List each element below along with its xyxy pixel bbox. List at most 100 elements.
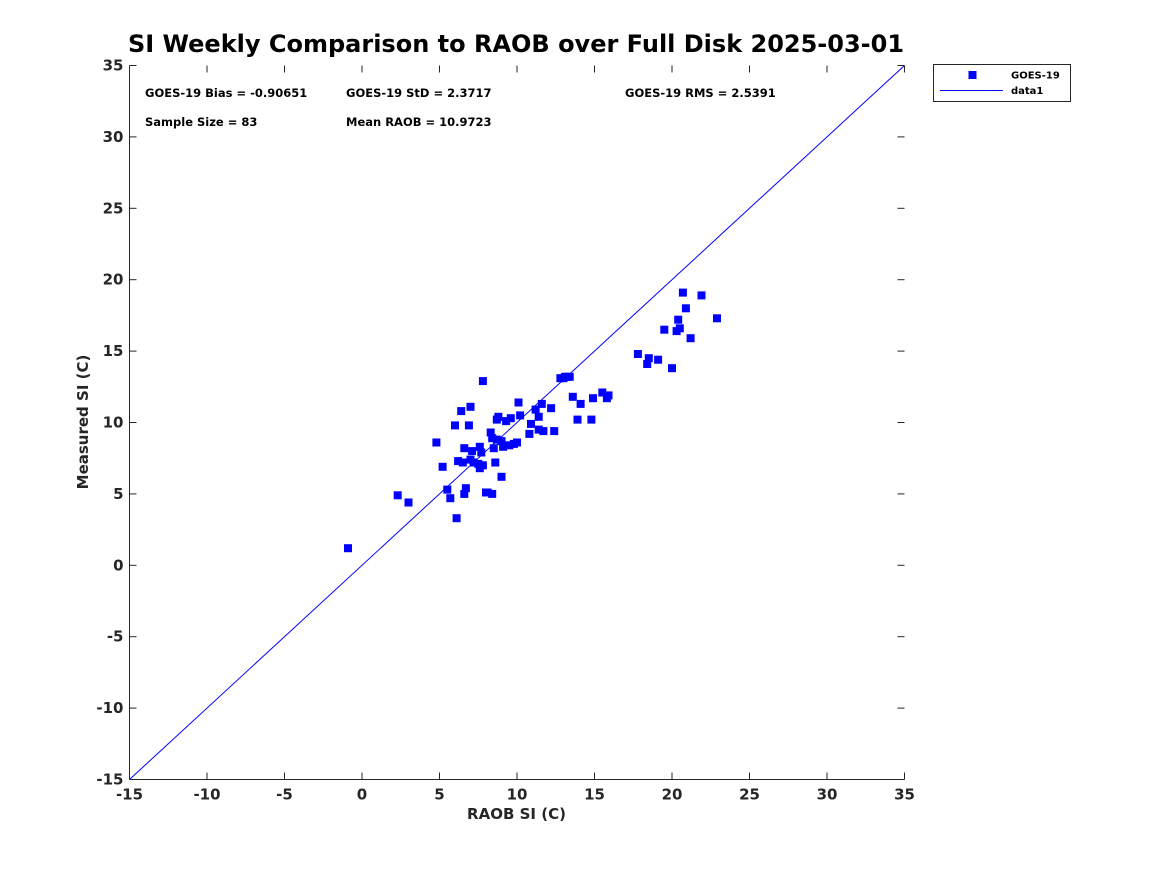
stat-mean-raob: Mean RAOB = 10.9723 (346, 115, 492, 129)
data-point (432, 438, 441, 447)
data-point (452, 514, 461, 523)
data-point (466, 402, 475, 411)
data-point (461, 484, 470, 493)
y-tick-label: 25 (103, 199, 124, 217)
data-point (494, 412, 503, 421)
data-point (497, 472, 506, 481)
data-point (506, 414, 515, 423)
data-point (483, 488, 492, 497)
data-point (457, 407, 466, 416)
data-point (460, 489, 469, 498)
x-tick-label: 15 (584, 786, 605, 804)
legend-entry-data1: data1 (1011, 86, 1043, 97)
y-tick-label: 10 (103, 414, 124, 432)
x-tick-label: -10 (193, 786, 220, 804)
y-axis-label: Measured SI (C) (74, 355, 92, 490)
data-point (489, 444, 498, 453)
data-point (573, 415, 582, 424)
series-line-data1 (129, 65, 905, 780)
data-point (454, 457, 463, 466)
data-point (475, 442, 484, 451)
scatter-points (344, 288, 721, 553)
data-point (502, 417, 511, 426)
data-point (344, 544, 352, 553)
stat-bias: GOES-19 Bias = -0.90651 (145, 86, 307, 100)
data-point (534, 412, 543, 421)
data-point (686, 334, 695, 343)
data-point (697, 291, 706, 300)
data-point (654, 355, 663, 364)
data-point (468, 447, 477, 456)
data-point (527, 419, 535, 428)
data-point (598, 388, 607, 397)
data-point (488, 434, 497, 443)
data-point (643, 360, 652, 368)
x-tick-label: 25 (739, 786, 760, 804)
stat-std: GOES-19 StD = 2.3717 (346, 86, 491, 100)
data-point (469, 458, 478, 467)
data-point (438, 462, 447, 471)
x-ticks: -15 -10 -5 0 5 10 15 20 25 30 35 (116, 65, 915, 804)
data-point (488, 489, 497, 498)
y-tick-label: 20 (103, 271, 124, 289)
x-tick-label: -15 (116, 786, 143, 804)
legend-box (933, 64, 1071, 102)
data-point (674, 315, 683, 324)
data-point (675, 324, 684, 333)
legend-marker-square-icon (968, 71, 977, 79)
data-point (547, 404, 556, 413)
data-point (393, 491, 402, 500)
x-tick-label: 5 (434, 786, 444, 804)
data-point (531, 405, 540, 414)
legend-entry-goes19: GOES-19 (1011, 71, 1060, 82)
data-point (633, 350, 642, 358)
y-tick-label: 5 (113, 485, 123, 503)
data-point (460, 444, 469, 453)
data-point (565, 372, 574, 381)
data-point (492, 435, 501, 444)
reference-line-layer (129, 65, 905, 780)
x-tick-label: 35 (894, 786, 915, 804)
data-point (576, 399, 585, 408)
data-point (478, 461, 487, 470)
data-point (486, 428, 495, 437)
data-point (446, 494, 455, 503)
y-tick-label: 15 (103, 342, 124, 360)
y-tick-label: -15 (96, 771, 123, 789)
data-point (464, 421, 473, 430)
data-point (478, 377, 487, 386)
data-point (568, 392, 577, 401)
data-point (451, 421, 459, 430)
data-point (497, 437, 506, 446)
data-point (516, 411, 525, 420)
data-point (505, 441, 514, 450)
data-point (668, 364, 676, 373)
data-point (644, 354, 653, 363)
y-ticks: -15 -10 -5 0 5 10 15 20 25 30 35 (96, 57, 905, 789)
data-point (589, 394, 597, 403)
data-point (539, 427, 548, 436)
x-tick-label: 20 (662, 786, 683, 804)
data-point (513, 438, 521, 447)
data-point (713, 314, 721, 323)
data-point (587, 415, 596, 424)
x-tick-label: -5 (276, 786, 293, 804)
data-point (491, 458, 500, 467)
data-point (550, 427, 559, 436)
x-tick-label: 30 (817, 786, 838, 804)
chart-title: SI Weekly Comparison to RAOB over Full D… (128, 30, 904, 58)
y-tick-label: 35 (103, 57, 124, 75)
data-point (604, 391, 613, 400)
data-point (499, 442, 508, 451)
stat-sample-size: Sample Size = 83 (145, 115, 257, 129)
data-point (681, 304, 690, 313)
y-tick-label: -5 (107, 628, 124, 646)
data-point (678, 288, 687, 297)
data-point (534, 425, 543, 434)
data-point (660, 325, 669, 334)
data-point (458, 458, 467, 467)
data-point (474, 459, 483, 468)
data-point (404, 498, 413, 507)
data-point (477, 448, 486, 457)
x-tick-label: 0 (357, 786, 367, 804)
